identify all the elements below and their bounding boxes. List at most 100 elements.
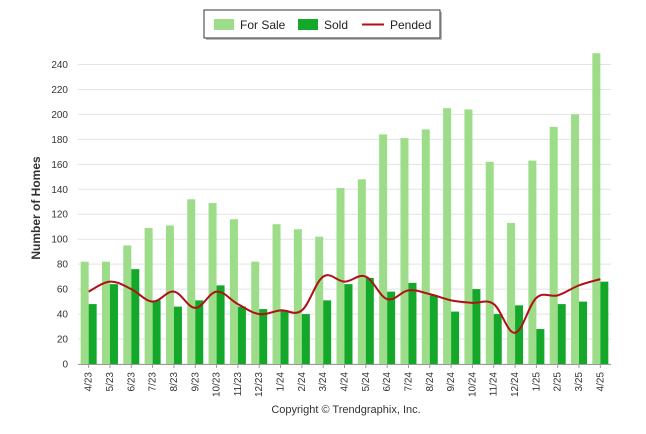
for-sale-bar: [464, 109, 473, 365]
legend-label: Sold: [324, 18, 348, 32]
for-sale-bar: [528, 160, 537, 364]
for-sale-bar: [443, 108, 452, 364]
y-axis: 0 20 40 60 80 100 120 140 160 180 200 220 240: [51, 60, 68, 371]
for-sale-bar: [315, 236, 324, 364]
y-tick-label: 240: [51, 60, 68, 71]
for-sale-bar: [400, 138, 409, 364]
legend-box: [203, 9, 441, 39]
legend-label: Pended: [390, 18, 431, 32]
y-tick-label: 60: [57, 285, 69, 296]
sold-bar: [259, 309, 268, 364]
for-sale-bar: [507, 222, 516, 364]
legend-swatch: [214, 19, 234, 30]
x-axis: 4/23 5/23 6/23 7/23 8/23 9/23 10/23 11/23 12/23 1…: [84, 364, 606, 397]
for-sale-bar: [144, 227, 153, 364]
sold-bar: [88, 304, 97, 364]
legend: For Sale Sold Pended: [203, 9, 442, 40]
x-tick-label: 10/24: [467, 372, 478, 397]
for-sale-bar: [421, 129, 430, 364]
legend-item: Pended: [362, 18, 431, 32]
x-tick-label: 5/24: [361, 372, 372, 392]
x-tick-label: 8/24: [425, 372, 436, 392]
sold-bar: [493, 314, 502, 364]
y-tick-label: 0: [62, 360, 68, 371]
for-sale-bar: [357, 179, 366, 364]
x-tick-label: 4/24: [340, 372, 351, 392]
sold-bar: [387, 291, 396, 364]
series-for-sale: [80, 53, 601, 365]
for-sale-bar: [229, 219, 238, 364]
y-tick-label: 20: [57, 335, 69, 346]
for-sale-bar: [549, 126, 558, 364]
y-tick-label: 180: [51, 135, 68, 146]
for-sale-bar: [123, 245, 132, 364]
sold-bar: [237, 306, 246, 364]
sold-bar: [109, 284, 118, 364]
sold-bar: [365, 277, 374, 364]
legend-item: Sold: [298, 18, 348, 32]
for-sale-bar: [208, 203, 217, 364]
sold-bar: [451, 311, 460, 364]
sold-bar: [152, 300, 161, 364]
x-tick-label: 6/23: [126, 372, 137, 392]
for-sale-bar: [101, 261, 110, 364]
x-tick-label: 1/25: [531, 372, 542, 392]
y-tick-label: 120: [51, 210, 68, 221]
y-tick-label: 200: [51, 110, 68, 121]
series-sold: [88, 269, 609, 364]
legend-label: For Sale: [240, 18, 286, 32]
for-sale-bar: [187, 199, 196, 364]
for-sale-bar: [485, 161, 494, 364]
x-tick-label: 7/23: [148, 372, 159, 392]
sold-bar: [216, 285, 225, 364]
legend-item: For Sale: [214, 18, 286, 32]
sold-bar: [600, 281, 609, 364]
legend-swatch: [298, 19, 318, 30]
sold-bar: [173, 306, 182, 364]
sold-bar: [515, 305, 524, 364]
x-tick-label: 10/23: [212, 372, 223, 397]
x-tick-label: 5/23: [105, 372, 116, 392]
pended-line: [88, 274, 601, 334]
x-tick-label: 9/23: [190, 372, 201, 392]
x-tick-label: 11/24: [489, 372, 500, 397]
for-sale-bar: [80, 261, 89, 364]
y-tick-label: 80: [57, 260, 69, 271]
x-tick-label: 3/24: [318, 372, 329, 392]
x-tick-label: 12/24: [510, 372, 521, 397]
for-sale-bar: [272, 224, 281, 364]
for-sale-bar: [379, 134, 388, 364]
x-tick-label: 1/24: [276, 372, 287, 392]
sold-bar: [429, 295, 438, 364]
sold-bar: [323, 300, 332, 364]
x-tick-label: 7/24: [403, 372, 414, 392]
x-tick-label: 2/25: [553, 372, 564, 392]
x-tick-label: 8/23: [169, 372, 180, 392]
for-sale-bar: [571, 114, 580, 365]
sold-bar: [280, 310, 289, 364]
x-tick-label: 12/23: [254, 372, 265, 397]
for-sale-bar: [293, 229, 302, 364]
sold-bar: [344, 284, 353, 364]
sold-bar: [557, 304, 566, 364]
y-tick-label: 160: [51, 160, 68, 171]
y-axis-title: Number of Homes: [29, 156, 43, 260]
sold-bar: [131, 269, 140, 364]
for-sale-bar: [592, 53, 601, 365]
y-tick-label: 100: [51, 235, 68, 246]
y-tick-label: 140: [51, 185, 68, 196]
x-tick-label: 9/24: [446, 372, 457, 392]
x-tick-label: 6/24: [382, 372, 393, 392]
x-tick-label: 11/23: [233, 372, 244, 397]
for-sale-bar: [336, 188, 345, 364]
y-tick-label: 40: [57, 310, 69, 321]
x-tick-label: 3/25: [574, 372, 585, 392]
x-tick-label: 4/25: [595, 372, 606, 392]
x-tick-label: 2/24: [297, 372, 308, 392]
y-tick-label: 220: [51, 85, 68, 96]
sold-bar: [579, 301, 588, 364]
x-tick-label: 4/23: [84, 372, 95, 392]
sold-bar: [536, 329, 545, 364]
